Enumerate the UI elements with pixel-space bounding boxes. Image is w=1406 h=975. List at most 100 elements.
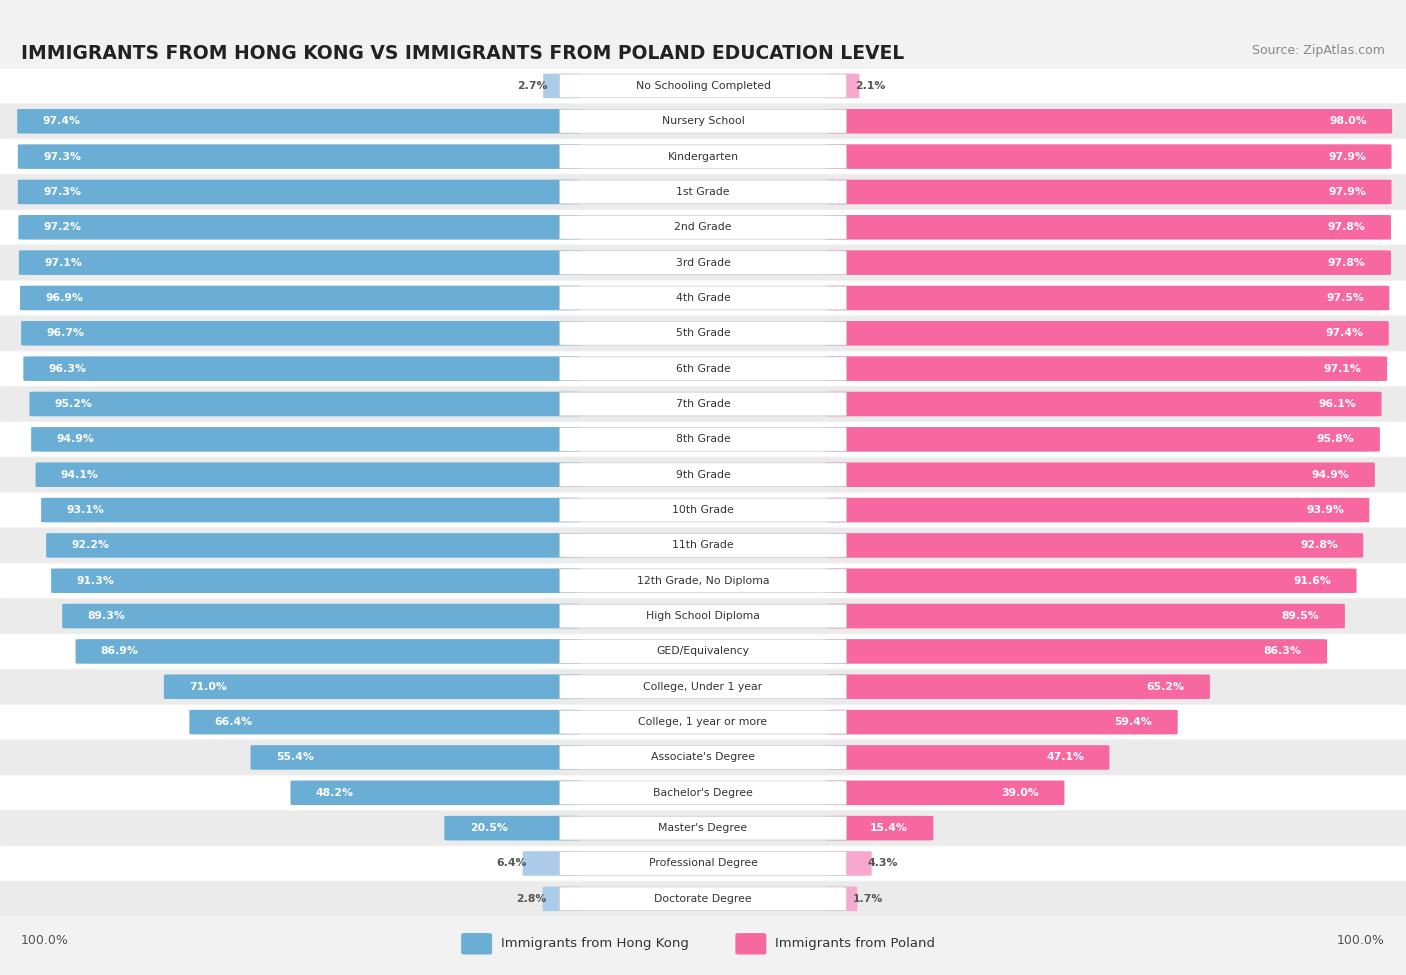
FancyBboxPatch shape (444, 816, 581, 840)
FancyBboxPatch shape (62, 604, 581, 628)
Text: 1st Grade: 1st Grade (676, 187, 730, 197)
Text: Kindergarten: Kindergarten (668, 151, 738, 162)
Text: 97.9%: 97.9% (1329, 187, 1367, 197)
FancyBboxPatch shape (0, 104, 1406, 138)
FancyBboxPatch shape (560, 392, 846, 416)
FancyBboxPatch shape (560, 710, 846, 734)
Text: No Schooling Completed: No Schooling Completed (636, 81, 770, 91)
Text: 93.9%: 93.9% (1306, 505, 1344, 515)
Text: 39.0%: 39.0% (1001, 788, 1039, 798)
FancyBboxPatch shape (560, 251, 846, 275)
Text: 2nd Grade: 2nd Grade (675, 222, 731, 232)
FancyBboxPatch shape (825, 816, 934, 840)
Text: 5th Grade: 5th Grade (676, 329, 730, 338)
Text: 97.1%: 97.1% (44, 257, 82, 268)
FancyBboxPatch shape (560, 215, 846, 239)
Text: 12th Grade, No Diploma: 12th Grade, No Diploma (637, 575, 769, 586)
FancyBboxPatch shape (825, 144, 1392, 169)
Text: 89.5%: 89.5% (1282, 611, 1320, 621)
FancyBboxPatch shape (291, 781, 581, 805)
Text: 94.9%: 94.9% (1312, 470, 1350, 480)
Text: 8th Grade: 8th Grade (676, 434, 730, 445)
Text: 11th Grade: 11th Grade (672, 540, 734, 551)
Text: 97.4%: 97.4% (1326, 329, 1364, 338)
FancyBboxPatch shape (825, 215, 1391, 240)
FancyBboxPatch shape (190, 710, 581, 734)
Text: College, 1 year or more: College, 1 year or more (638, 717, 768, 727)
Text: 96.7%: 96.7% (46, 329, 84, 338)
FancyBboxPatch shape (18, 144, 581, 169)
FancyBboxPatch shape (825, 604, 1346, 628)
FancyBboxPatch shape (825, 462, 1375, 487)
FancyBboxPatch shape (825, 781, 1064, 805)
Text: 94.1%: 94.1% (60, 470, 98, 480)
Text: 2.7%: 2.7% (517, 81, 547, 91)
Text: Nursery School: Nursery School (662, 116, 744, 127)
Text: 97.5%: 97.5% (1326, 292, 1364, 303)
FancyBboxPatch shape (41, 498, 581, 523)
FancyBboxPatch shape (0, 528, 1406, 563)
Text: 98.0%: 98.0% (1329, 116, 1367, 127)
Text: 2.1%: 2.1% (855, 81, 886, 91)
FancyBboxPatch shape (0, 493, 1406, 527)
Text: 59.4%: 59.4% (1115, 717, 1153, 727)
Text: Professional Degree: Professional Degree (648, 858, 758, 869)
FancyBboxPatch shape (0, 776, 1406, 810)
FancyBboxPatch shape (825, 251, 1391, 275)
FancyBboxPatch shape (825, 392, 1382, 416)
FancyBboxPatch shape (825, 568, 1357, 593)
Text: 10th Grade: 10th Grade (672, 505, 734, 515)
Text: 4.3%: 4.3% (868, 858, 898, 869)
FancyBboxPatch shape (30, 392, 581, 416)
Text: 9th Grade: 9th Grade (676, 470, 730, 480)
FancyBboxPatch shape (31, 427, 581, 451)
FancyBboxPatch shape (76, 640, 581, 664)
FancyBboxPatch shape (560, 568, 846, 593)
FancyBboxPatch shape (825, 74, 859, 98)
Text: 6.4%: 6.4% (496, 858, 527, 869)
Text: 2.8%: 2.8% (516, 894, 547, 904)
Text: 71.0%: 71.0% (190, 682, 226, 692)
Text: Master's Degree: Master's Degree (658, 823, 748, 834)
FancyBboxPatch shape (825, 710, 1178, 734)
FancyBboxPatch shape (560, 640, 846, 663)
FancyBboxPatch shape (560, 498, 846, 522)
FancyBboxPatch shape (560, 180, 846, 204)
Text: 7th Grade: 7th Grade (676, 399, 730, 410)
FancyBboxPatch shape (825, 675, 1211, 699)
FancyBboxPatch shape (560, 357, 846, 380)
FancyBboxPatch shape (0, 846, 1406, 880)
Text: 97.1%: 97.1% (1324, 364, 1362, 373)
FancyBboxPatch shape (825, 640, 1327, 664)
Text: GED/Equivalency: GED/Equivalency (657, 646, 749, 656)
FancyBboxPatch shape (0, 281, 1406, 315)
FancyBboxPatch shape (560, 322, 846, 345)
FancyBboxPatch shape (24, 357, 581, 381)
FancyBboxPatch shape (0, 670, 1406, 704)
Text: 96.9%: 96.9% (45, 292, 83, 303)
FancyBboxPatch shape (560, 427, 846, 451)
Text: 1.7%: 1.7% (853, 894, 883, 904)
FancyBboxPatch shape (825, 886, 858, 911)
FancyBboxPatch shape (523, 851, 581, 876)
FancyBboxPatch shape (0, 635, 1406, 669)
FancyBboxPatch shape (35, 462, 581, 487)
FancyBboxPatch shape (18, 179, 581, 204)
FancyBboxPatch shape (825, 851, 872, 876)
Text: Immigrants from Poland: Immigrants from Poland (775, 937, 935, 951)
Text: 48.2%: 48.2% (316, 788, 354, 798)
Text: 89.3%: 89.3% (87, 611, 125, 621)
FancyBboxPatch shape (0, 352, 1406, 386)
Text: 55.4%: 55.4% (276, 753, 314, 762)
Text: IMMIGRANTS FROM HONG KONG VS IMMIGRANTS FROM POLAND EDUCATION LEVEL: IMMIGRANTS FROM HONG KONG VS IMMIGRANTS … (21, 44, 904, 62)
Text: 86.9%: 86.9% (101, 646, 139, 656)
Text: 94.9%: 94.9% (56, 434, 94, 445)
FancyBboxPatch shape (0, 246, 1406, 280)
Text: High School Diploma: High School Diploma (647, 611, 759, 621)
Text: 97.3%: 97.3% (44, 151, 82, 162)
Text: 4th Grade: 4th Grade (676, 292, 730, 303)
FancyBboxPatch shape (825, 357, 1388, 381)
FancyBboxPatch shape (0, 564, 1406, 598)
FancyBboxPatch shape (0, 457, 1406, 491)
FancyBboxPatch shape (825, 179, 1392, 204)
